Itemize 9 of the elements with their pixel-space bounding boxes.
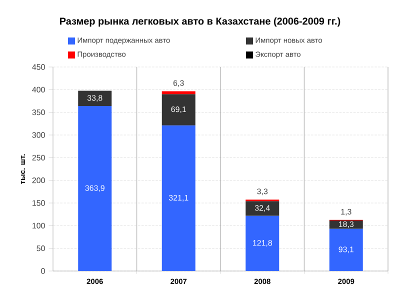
bar — [162, 94, 196, 126]
bar — [329, 220, 363, 229]
bar — [329, 228, 363, 271]
chart-title: Размер рынка легковых авто в Казахстане (2006-2009 гг.) — [60, 17, 340, 27]
bar — [246, 216, 280, 271]
bar — [246, 201, 280, 216]
bar — [162, 125, 196, 271]
bar — [78, 106, 112, 271]
bar — [78, 90, 112, 106]
